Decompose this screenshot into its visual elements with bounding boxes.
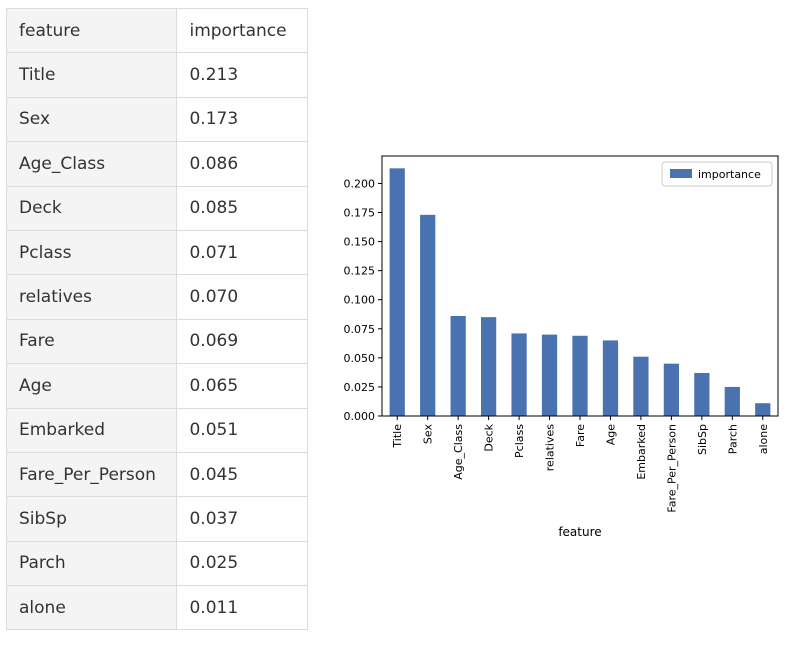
x-tick-label: Age_Class bbox=[452, 424, 465, 480]
bar-parch bbox=[724, 386, 740, 416]
bar-title bbox=[389, 168, 405, 416]
bar-chart-svg: 0.000 0.025 0.050 0.075 0.100 0.125 0.150 0.175… bbox=[344, 155, 779, 539]
x-tick-label: Title bbox=[391, 424, 404, 449]
importance-cell: 0.045 bbox=[176, 451, 308, 498]
importance-cell: 0.071 bbox=[176, 229, 308, 276]
x-axis-label: feature bbox=[558, 525, 601, 539]
table-row: Fare_Per_Person 0.045 bbox=[5, 451, 308, 498]
importance-cell: 0.065 bbox=[176, 363, 308, 409]
y-tick-label: 0.000 bbox=[344, 410, 376, 423]
feature-cell: Parch bbox=[5, 540, 178, 587]
importance-cell: 0.069 bbox=[176, 318, 308, 365]
importance-cell: 0.025 bbox=[176, 540, 308, 587]
feature-cell: Sex bbox=[5, 96, 178, 143]
y-tick-label: 0.075 bbox=[344, 323, 376, 336]
table-row: Title 0.213 bbox=[5, 52, 308, 98]
feature-cell: Age bbox=[5, 363, 178, 409]
bar-fare-per-person bbox=[663, 363, 679, 416]
feature-cell: Deck bbox=[5, 185, 178, 231]
y-tick-label: 0.025 bbox=[344, 381, 376, 394]
x-tick-label: alone bbox=[757, 424, 770, 454]
header-feature: feature bbox=[5, 7, 178, 54]
x-tick-label: Parch bbox=[726, 424, 739, 454]
importance-cell: 0.051 bbox=[176, 407, 308, 453]
importance-cell: 0.011 bbox=[176, 585, 308, 631]
x-tick-label: Embarked bbox=[635, 424, 648, 480]
table-row: Sex 0.173 bbox=[5, 96, 308, 143]
bar-age-class bbox=[450, 316, 466, 416]
table-row: Deck 0.085 bbox=[5, 185, 308, 231]
table-row: Age 0.065 bbox=[5, 363, 308, 409]
bar-relatives bbox=[541, 334, 558, 416]
feature-importance-table-container: feature importance Title 0.213 Sex 0.173… bbox=[5, 7, 308, 631]
x-tick-label: Fare bbox=[574, 424, 587, 447]
table-row: alone 0.011 bbox=[5, 585, 308, 631]
feature-cell: Title bbox=[5, 52, 178, 98]
x-tick-label: Deck bbox=[483, 423, 496, 451]
bar-pclass bbox=[511, 333, 527, 416]
feature-cell: SibSp bbox=[5, 496, 178, 542]
y-tick-label: 0.100 bbox=[344, 294, 376, 307]
table-row: Pclass 0.071 bbox=[5, 229, 308, 276]
importance-cell: 0.070 bbox=[176, 274, 308, 320]
y-tick-label: 0.050 bbox=[344, 352, 376, 365]
feature-cell: alone bbox=[5, 585, 178, 631]
feature-cell: Fare bbox=[5, 318, 178, 365]
table-row: Fare 0.069 bbox=[5, 318, 308, 365]
feature-importance-table: feature importance Title 0.213 Sex 0.173… bbox=[5, 7, 308, 631]
feature-cell: relatives bbox=[5, 274, 178, 320]
x-tick-label: SibSp bbox=[696, 424, 709, 455]
legend-swatch bbox=[670, 169, 692, 178]
importance-cell: 0.086 bbox=[176, 141, 308, 187]
bar-age bbox=[602, 340, 619, 416]
feature-cell: Fare_Per_Person bbox=[5, 451, 178, 498]
x-tick-label: Age bbox=[604, 424, 617, 446]
table-row: relatives 0.070 bbox=[5, 274, 308, 320]
x-tick-label: Fare_Per_Person bbox=[665, 424, 678, 513]
bar-embarked bbox=[633, 356, 649, 416]
header-importance: importance bbox=[176, 7, 308, 54]
importance-cell: 0.085 bbox=[176, 185, 308, 231]
bar-alone bbox=[755, 403, 771, 416]
x-tick-label: Pclass bbox=[513, 424, 526, 458]
importance-bar-chart: 0.000 0.025 0.050 0.075 0.100 0.125 0.150 0.175… bbox=[318, 150, 802, 550]
feature-cell: Embarked bbox=[5, 407, 178, 453]
x-tick-label: Sex bbox=[422, 424, 435, 445]
y-tick-label: 0.200 bbox=[344, 177, 376, 190]
y-tick-label: 0.150 bbox=[344, 236, 376, 249]
legend-box bbox=[661, 161, 773, 187]
bar-deck bbox=[481, 317, 497, 416]
importance-cell: 0.173 bbox=[176, 96, 308, 143]
legend-label: importance bbox=[698, 168, 761, 181]
table-row: Age_Class 0.086 bbox=[5, 141, 308, 187]
table-row: SibSp 0.037 bbox=[5, 496, 308, 542]
feature-cell: Age_Class bbox=[5, 141, 178, 187]
feature-cell: Pclass bbox=[5, 229, 178, 276]
x-tick-label: relatives bbox=[544, 424, 557, 471]
table-row: Parch 0.025 bbox=[5, 540, 308, 587]
plot-frame bbox=[381, 155, 779, 417]
table-header-row: feature importance bbox=[5, 7, 308, 54]
bar-sex bbox=[420, 214, 436, 416]
importance-cell: 0.037 bbox=[176, 496, 308, 542]
y-tick-label: 0.175 bbox=[344, 207, 376, 220]
bar-sibsp bbox=[694, 372, 710, 416]
bar-fare bbox=[572, 335, 588, 416]
table-row: Embarked 0.051 bbox=[5, 407, 308, 453]
y-tick-label: 0.125 bbox=[344, 265, 376, 278]
importance-cell: 0.213 bbox=[176, 52, 308, 98]
